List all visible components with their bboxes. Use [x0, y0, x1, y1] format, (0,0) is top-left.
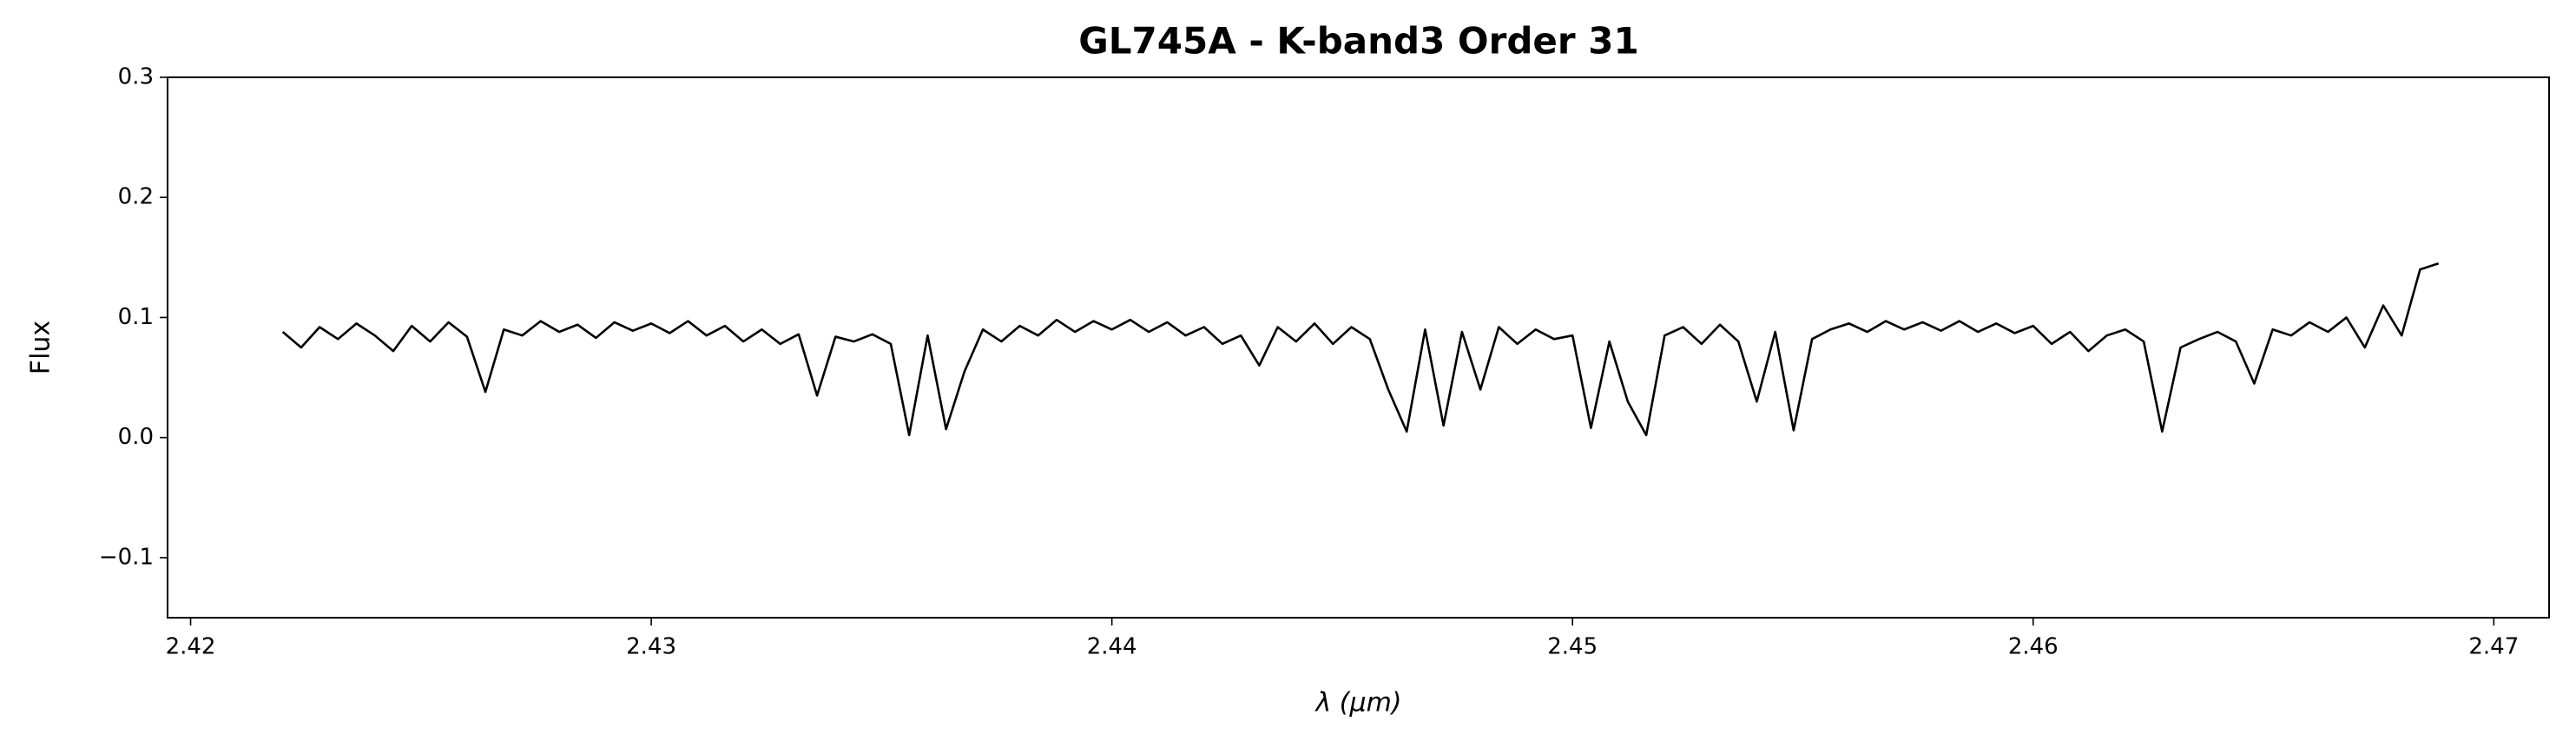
x-axis-label: λ (μm)	[1314, 688, 1401, 718]
chart-title: GL745A - K-band3 Order 31	[1078, 20, 1638, 63]
x-tick-label: 2.42	[166, 634, 216, 660]
x-tick-label: 2.44	[1087, 634, 1137, 660]
y-tick-label: 0.3	[118, 64, 154, 90]
x-tick-label: 2.46	[2008, 634, 2059, 660]
x-tick-label: 2.43	[626, 634, 676, 660]
plot-frame	[167, 76, 2550, 619]
spectrum-line	[281, 262, 2440, 437]
x-tick-label: 2.45	[1547, 634, 1598, 660]
y-tick-label: 0.1	[118, 304, 154, 330]
y-tick-label: 0.0	[118, 424, 154, 450]
y-tick-label: −0.1	[99, 544, 154, 570]
x-tick-label: 2.47	[2468, 634, 2519, 660]
y-tick-label: 0.2	[118, 184, 154, 210]
y-axis-label: Flux	[26, 321, 56, 374]
